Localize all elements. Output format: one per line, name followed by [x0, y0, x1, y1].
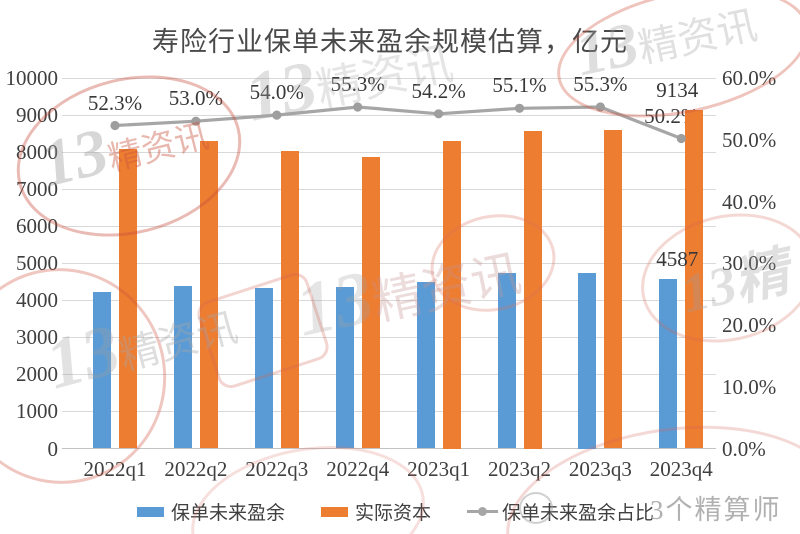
y-axis-tick-label: 10000 — [5, 66, 59, 90]
secondary-axis-tick-label: 10.0% — [722, 374, 777, 399]
ratio-label-2023q3: 55.3% — [573, 72, 628, 96]
secondary-axis-tick-label: 30.0% — [722, 251, 777, 276]
bar-policy-future-surplus-2022q1 — [93, 291, 111, 449]
y-axis-tick-label: 0 — [47, 436, 59, 461]
x-axis-label-2023q4: 2023q4 — [649, 457, 713, 481]
line-marker-2022q4 — [353, 102, 363, 112]
x-axis-label-2022q2: 2022q2 — [164, 457, 228, 481]
y-axis-tick-label: 6000 — [16, 214, 58, 239]
secondary-axis-tick-label: 20.0% — [722, 313, 777, 337]
x-axis-label-2023q1: 2023q1 — [407, 457, 471, 481]
x-axis-label-2023q3: 2023q3 — [568, 457, 632, 481]
chart-title: 寿险行业保单未来盈余规模估算，亿元 — [152, 27, 628, 57]
data-label-policy-future-surplus-2023q4: 4587 — [656, 246, 699, 271]
gridline — [62, 114, 716, 116]
gridline — [62, 410, 716, 412]
secondary-axis-tick-label: 60.0% — [722, 66, 777, 90]
ratio-label-2022q3: 54.0% — [249, 80, 304, 105]
bar-actual-capital-2022q4 — [361, 156, 380, 449]
gridline — [62, 262, 716, 264]
x-axis-label-2022q4: 2022q4 — [326, 457, 390, 481]
y-axis-tick-label: 2000 — [16, 362, 58, 387]
legend-item-actual-capital: 实际资本 — [321, 498, 431, 525]
gridline — [62, 151, 716, 153]
y-axis-tick-label: 7000 — [16, 177, 58, 202]
legend-swatch-blue — [137, 506, 164, 517]
bar-actual-capital-2022q2 — [199, 141, 218, 449]
legend-line-symbol — [467, 507, 499, 516]
data-label-actual-capital-2023q4: 9134 — [656, 78, 699, 103]
ratio-label-2022q2: 53.0% — [168, 86, 224, 111]
bar-policy-future-surplus-2023q3 — [578, 272, 597, 449]
secondary-axis-tick-label: 0.0% — [722, 436, 766, 461]
bar-actual-capital-2023q1 — [442, 140, 461, 449]
legend-label-surplus-ratio: 保单未来盈余占比 — [502, 503, 655, 524]
gridline — [62, 448, 716, 449]
line-marker-2022q1 — [110, 120, 120, 131]
y-axis-tick-label: 8000 — [16, 140, 58, 165]
bar-policy-future-surplus-2023q2 — [497, 273, 516, 449]
bar-actual-capital-2022q3 — [280, 150, 299, 449]
legend-label-actual-capital: 实际资本 — [355, 503, 432, 524]
bar-policy-future-surplus-2023q4 — [659, 278, 678, 449]
secondary-axis-tick-label: 50.0% — [722, 127, 777, 152]
bar-policy-future-surplus-2022q4 — [335, 287, 354, 449]
gridline — [62, 336, 716, 338]
secondary-axis-tick-label: 40.0% — [722, 189, 777, 214]
x-axis-label-2022q1: 2022q1 — [83, 457, 147, 481]
y-axis-tick-label: 3000 — [16, 325, 58, 350]
x-axis-label-2022q3: 2022q3 — [245, 457, 309, 481]
bar-actual-capital-2023q3 — [604, 130, 623, 449]
gridline — [62, 225, 716, 227]
legend-swatch-orange — [321, 506, 349, 517]
watermark-brand-center: 13精资讯 — [288, 244, 526, 353]
bar-policy-future-surplus-2023q1 — [416, 281, 435, 449]
gridline — [62, 77, 716, 79]
gridline — [62, 299, 716, 301]
y-axis-tick-label: 1000 — [16, 399, 58, 424]
y-axis-tick-label: 5000 — [16, 251, 58, 276]
y-axis-tick-label: 4000 — [16, 288, 58, 313]
line-marker-2022q2 — [191, 116, 201, 126]
bar-actual-capital-2022q1 — [119, 149, 137, 449]
watermark-signature: 3个精算师 — [650, 495, 782, 525]
legend-item-surplus-ratio: 保单未来盈余占比 — [467, 498, 654, 525]
bar-actual-capital-2023q2 — [523, 130, 542, 449]
line-marker-2023q2 — [514, 103, 525, 113]
gridline — [62, 373, 716, 375]
bar-actual-capital-2023q4 — [685, 110, 704, 449]
bar-policy-future-surplus-2022q3 — [254, 287, 273, 449]
bar-policy-future-surplus-2022q2 — [173, 285, 192, 449]
legend: 保单未来盈余 实际资本 保单未来盈余占比 — [137, 498, 654, 525]
x-axis-label-2023q2: 2023q2 — [488, 457, 551, 481]
ratio-line-path — [114, 105, 682, 140]
legend-item-policy-future-surplus: 保单未来盈余 — [137, 498, 285, 525]
y-axis-tick-label: 9000 — [16, 103, 58, 128]
ratio-label-2022q4: 55.3% — [330, 72, 385, 96]
legend-label-policy-future-surplus: 保单未来盈余 — [171, 503, 286, 524]
ratio-label-2023q1: 54.2% — [411, 78, 466, 103]
ratio-label-2023q2: 55.1% — [492, 73, 547, 98]
gridline — [62, 188, 716, 190]
line-marker-2023q3 — [595, 102, 606, 112]
ratio-label-2022q1: 52.3% — [87, 90, 143, 115]
